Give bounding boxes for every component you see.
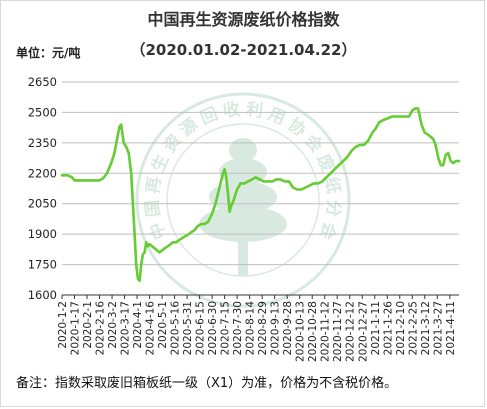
x-tick-label: 2020-11-12 [320, 301, 332, 362]
series-line [60, 107, 461, 283]
x-tick-label: 2020-7-30 [232, 301, 244, 355]
x-tick-label: 2021-2-25 [407, 301, 419, 355]
y-tick-label: 2650 [28, 75, 57, 89]
x-tick-label: 2020-6-30 [207, 301, 219, 355]
x-tick-label: 2020-4-16 [145, 301, 157, 356]
unit-label: 单位：元/吨 [16, 46, 81, 60]
x-tick-label: 2020-1-17 [70, 301, 82, 355]
x-tick-label: 2021-1-11 [370, 301, 382, 355]
x-tick-label: 2021-4-11 [445, 301, 457, 355]
y-tick-label: 2500 [28, 105, 57, 119]
x-tick-label: 2021-3-27 [432, 301, 444, 355]
x-tick-label: 2021-3-12 [420, 301, 432, 355]
x-tick-label: 2021-1-26 [382, 301, 394, 356]
y-tick-label: 2050 [28, 197, 57, 211]
x-tick-label: 2020-12-27 [357, 301, 369, 362]
watermark: 中国再生资源回收利用协会废纸分会 [135, 92, 351, 308]
chart-title: 中国再生资源废纸价格指数 [147, 10, 340, 29]
watermark-char: 收 [222, 99, 242, 122]
watermark-char: 再 [143, 175, 165, 195]
watermark-char: 用 [265, 104, 288, 129]
x-tick-label: 2020-6-15 [195, 301, 207, 355]
y-axis: 1600 1750 1900 2050 2200 2350 2500 2650 [28, 75, 57, 302]
watermark-char: 纸 [321, 175, 344, 195]
x-tick-label: 2020-7-15 [220, 301, 232, 355]
watermark-char: 协 [284, 114, 310, 141]
x-tick-label: 2020-9-13 [270, 301, 282, 355]
footnote: 备注：指数采取废旧箱板纸一级（X1）为准，价格为不含税价格。 [16, 376, 398, 391]
watermark-char: 生 [147, 151, 173, 175]
y-tick-label: 1900 [28, 227, 57, 241]
watermark-char: 会 [315, 219, 341, 242]
x-tick-label: 2020-5-31 [182, 301, 194, 355]
tree-logo [199, 138, 287, 276]
x-tick-label: 2020-3-2 [107, 301, 119, 349]
tree-layer [209, 181, 277, 213]
x-tick-label: 2020-10-28 [307, 301, 319, 362]
x-axis: 2020-1-2 2020-1-17 2020-2-1 2020-2-16 2020-3… [57, 294, 459, 362]
tree-layer [199, 206, 287, 242]
watermark-char: 源 [176, 114, 202, 141]
seal-inner-ring [166, 123, 320, 277]
watermark-char: 利 [245, 99, 265, 122]
x-tick-label: 2020-2-16 [95, 301, 107, 356]
x-tick-label: 2020-2-1 [82, 301, 94, 349]
watermark-char: 分 [322, 199, 343, 218]
watermark-char: 中 [145, 219, 171, 242]
x-tick-label: 2021-2-10 [395, 301, 407, 355]
tree-layer [229, 138, 257, 162]
x-tick-label: 2020-5-1 [157, 301, 169, 349]
watermark-char: 废 [313, 151, 339, 175]
x-tick-label: 2020-1-2 [57, 301, 69, 349]
x-tick-label: 2020-5-16 [170, 301, 182, 356]
y-tick-label: 1600 [28, 288, 57, 302]
x-tick-label: 2020-10-13 [295, 301, 307, 362]
x-tick-label: 2020-8-29 [257, 301, 269, 355]
watermark-char: 回 [198, 104, 221, 129]
chart-subtitle: （2020.01.02-2021.04.22） [130, 41, 357, 59]
tree-trunk [238, 238, 248, 276]
x-tick-label: 2020-3-17 [120, 301, 132, 355]
watermark-char: 资 [159, 130, 186, 156]
x-tick-label: 2020-12-12 [345, 301, 357, 362]
gridlines [62, 81, 459, 266]
x-tick-label: 2020-4-1 [132, 301, 144, 349]
x-tick-label: 2020-8-14 [245, 301, 257, 356]
x-tick-label: 2020-11-27 [332, 301, 344, 362]
watermark-char: 国 [143, 199, 164, 218]
seal-ring [135, 92, 351, 308]
x-tick-label: 2020-9-28 [282, 301, 294, 355]
y-tick-label: 2350 [28, 136, 57, 150]
y-tick-label: 2200 [28, 166, 57, 180]
watermark-char: 会 [300, 130, 327, 156]
y-tick-label: 1750 [28, 258, 57, 272]
